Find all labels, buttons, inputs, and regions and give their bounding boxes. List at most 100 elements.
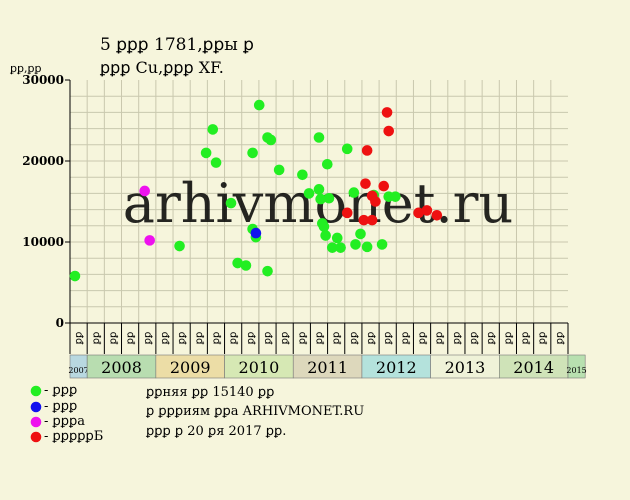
data-point-series-0	[225, 197, 237, 209]
data-point-series-3	[381, 107, 393, 118]
period-label: ꝑꝑ	[125, 332, 136, 346]
y-tick-label: 10000	[22, 235, 64, 249]
period-label: ꝑꝑ	[74, 332, 85, 346]
period-label: ꝑꝑ	[211, 332, 222, 346]
data-point-series-0	[303, 188, 315, 199]
data-point-series-0	[361, 241, 373, 253]
period-label: ꝑꝑ	[297, 332, 308, 346]
legend-marker-series-2	[30, 416, 42, 428]
data-point-series-3	[358, 214, 370, 226]
y-tick-label: 0	[56, 316, 64, 330]
data-point-series-0	[390, 191, 401, 202]
year-label: 2010	[239, 358, 280, 377]
data-point-series-3	[431, 209, 443, 221]
legend-marker-series-0	[30, 385, 42, 397]
year-label: 2015	[566, 366, 586, 375]
data-point-series-0	[69, 270, 81, 282]
legend-label-blue: - ꝑꝑꝑ	[44, 399, 78, 414]
average-price-note: ꝑꝑняя ꝑꝑ 15140 ꝑꝑ	[146, 385, 275, 400]
y-tick-label: 20000	[22, 154, 64, 168]
data-point-series-0	[348, 187, 360, 198]
data-point-series-0	[320, 230, 331, 241]
period-label: ꝑꝑ	[142, 332, 153, 346]
data-point-series-0	[207, 124, 219, 135]
data-point-series-0	[323, 192, 335, 204]
period-label: ꝑꝑ	[434, 332, 445, 346]
legend-label-green: - ꝑꝑꝑ	[44, 383, 78, 398]
data-point-series-0	[240, 260, 252, 271]
data-point-series-0	[335, 242, 346, 253]
source-note: ꝑ ꝑꝑꝑиям ꝑꝑа ARHIVMONET.RU	[146, 404, 365, 419]
year-label: 2014	[513, 358, 554, 377]
legend-marker-series-1	[30, 401, 42, 413]
data-point-series-0	[297, 169, 308, 181]
legend-marker-series-3	[30, 431, 42, 443]
chart-title-line2: ꝑꝑꝑ Cu,ꝑꝑꝑ XF.	[99, 58, 224, 77]
data-point-series-0	[315, 193, 326, 205]
data-point-series-2	[139, 185, 150, 197]
data-point-series-1	[250, 227, 262, 239]
period-label: ꝑꝑ	[228, 332, 239, 346]
chart-title-line1: 5 ꝑꝑꝑ 1781,ꝑꝑы ꝑ	[100, 35, 254, 55]
data-point-series-0	[331, 232, 343, 244]
period-label: ꝑꝑ	[417, 332, 428, 346]
legend-label-red: - ꝑꝑꝑꝑꝑБ	[44, 429, 104, 444]
data-point-series-3	[370, 196, 381, 207]
period-label: ꝑꝑ	[194, 332, 205, 346]
period-label: ꝑꝑ	[348, 332, 359, 346]
period-label: ꝑꝑ	[537, 332, 548, 346]
period-label: ꝑꝑ	[469, 332, 480, 346]
data-point-series-3	[341, 207, 353, 219]
year-label: 2007	[68, 366, 88, 375]
data-point-series-3	[378, 180, 390, 192]
y-axis-label: ꝑꝑ,ꝑꝑ	[9, 62, 41, 75]
data-point-series-0	[200, 147, 212, 159]
period-label: ꝑꝑ	[503, 332, 514, 346]
period-label: ꝑꝑ	[451, 332, 462, 346]
period-label: ꝑꝑ	[486, 332, 497, 346]
data-point-series-3	[360, 178, 371, 189]
data-point-series-3	[413, 207, 424, 219]
year-label: 2008	[101, 358, 142, 377]
data-point-series-0	[313, 184, 325, 195]
y-tick-label: 30000	[22, 73, 64, 87]
data-point-series-0	[262, 265, 273, 277]
year-label: 2012	[376, 358, 417, 377]
legend-label-magenta: - ꝑꝑꝑа	[44, 414, 86, 429]
data-point-series-0	[376, 239, 388, 250]
data-point-series-0	[232, 257, 243, 269]
data-point-series-0	[253, 99, 265, 111]
data-point-series-0	[247, 147, 258, 159]
data-point-series-0	[318, 221, 330, 232]
period-label: ꝑꝑ	[366, 332, 377, 346]
data-point-series-3	[383, 125, 395, 137]
data-point-series-0	[355, 228, 366, 240]
data-point-series-0	[326, 242, 338, 253]
period-label: ꝑꝑ	[400, 332, 411, 346]
data-point-series-3	[361, 145, 373, 156]
period-label: ꝑꝑ	[331, 332, 342, 346]
year-band	[567, 354, 586, 379]
period-label: ꝑꝑ	[383, 332, 394, 346]
period-label: ꝑꝑ	[262, 332, 273, 346]
period-label: ꝑꝑ	[108, 332, 119, 346]
period-label: ꝑꝑ	[245, 332, 256, 346]
data-point-series-0	[265, 134, 277, 146]
period-label: ꝑꝑ	[520, 332, 531, 346]
data-point-series-0	[322, 158, 333, 170]
data-point-series-0	[341, 143, 353, 155]
data-point-series-0	[174, 240, 185, 252]
date-note: ꝑꝑꝑ ꝑ 20 ꝑя 2017 ꝑꝑ.	[146, 424, 287, 439]
period-label: ꝑꝑ	[177, 332, 188, 346]
period-label: ꝑꝑ	[159, 332, 170, 346]
year-label: 2011	[307, 358, 348, 377]
data-point-series-0	[313, 132, 325, 143]
data-point-series-2	[144, 235, 155, 246]
period-label: ꝑꝑ	[280, 332, 291, 346]
period-label: ꝑꝑ	[554, 332, 565, 346]
year-label: 2013	[445, 358, 486, 377]
data-point-series-0	[273, 164, 285, 176]
data-point-series-0	[210, 157, 222, 168]
